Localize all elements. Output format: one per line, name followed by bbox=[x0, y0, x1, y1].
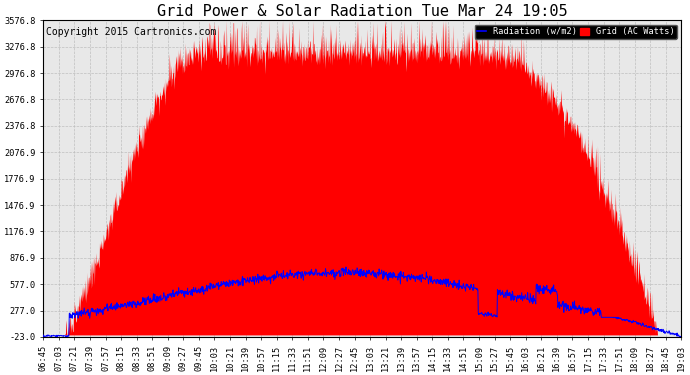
Legend: Radiation (w/m2), Grid (AC Watts): Radiation (w/m2), Grid (AC Watts) bbox=[475, 25, 677, 39]
Text: Copyright 2015 Cartronics.com: Copyright 2015 Cartronics.com bbox=[46, 27, 217, 37]
Title: Grid Power & Solar Radiation Tue Mar 24 19:05: Grid Power & Solar Radiation Tue Mar 24 … bbox=[157, 4, 568, 19]
